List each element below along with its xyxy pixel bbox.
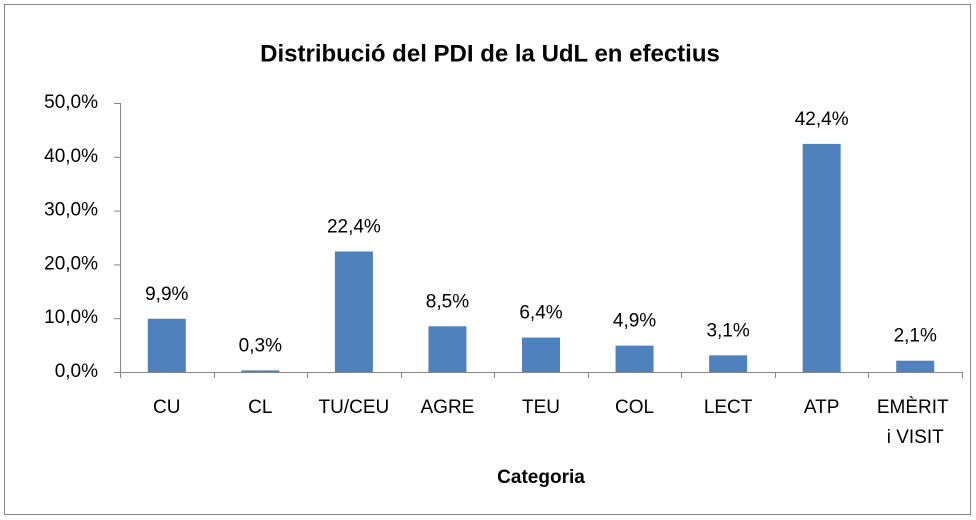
x-tick-label: TU/CEU [319,397,390,418]
bar [241,370,280,372]
data-label: 9,9% [145,284,188,305]
data-label: 2,1% [894,326,937,347]
y-tick-label: 40,0% [44,146,98,167]
chart-title: Distribució del PDI de la UdL en efectiu… [260,40,720,67]
bar [896,360,935,372]
x-tick-label: COL [615,397,654,418]
data-label: 22,4% [327,217,381,238]
bar [615,345,654,372]
bar [334,251,373,372]
data-label: 8,5% [426,291,469,312]
y-tick-label: 20,0% [44,253,98,274]
data-label: 42,4% [795,109,849,130]
x-tick-label: CU [153,397,180,418]
x-tick-label: TEU [522,397,560,418]
x-tick-label: AGRE [421,397,475,418]
y-tick-label: 30,0% [44,200,98,221]
bar [428,326,467,372]
bar [147,318,186,372]
x-tick-label: EMÈRIT i VISIT [877,397,954,448]
x-axis-label: Categoria [497,467,585,488]
y-tick-label: 0,0% [55,361,98,382]
y-tick-label: 50,0% [44,92,98,113]
data-label: 0,3% [239,335,282,356]
bar [709,355,748,372]
bar [522,337,560,372]
data-label: 3,1% [706,320,749,341]
x-tick-label: ATP [804,397,840,418]
y-tick-label: 10,0% [44,307,98,328]
x-tick-label: LECT [704,397,753,418]
bar [802,143,841,372]
x-tick-label: CL [248,397,272,418]
data-label: 6,4% [519,303,562,324]
data-label: 4,9% [613,311,656,332]
